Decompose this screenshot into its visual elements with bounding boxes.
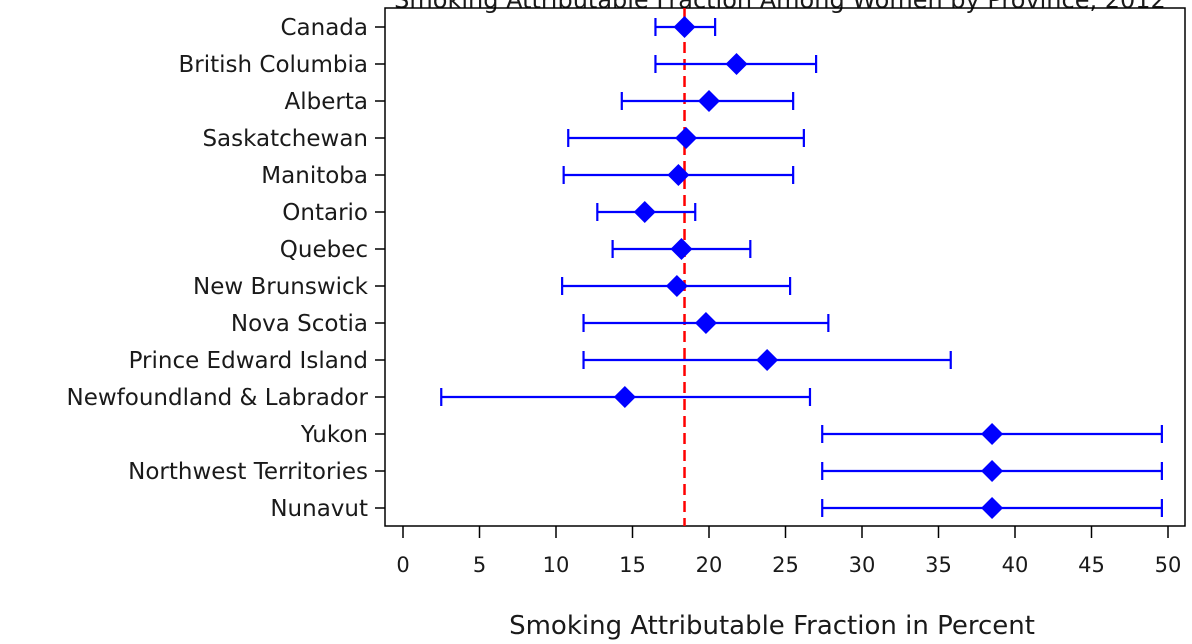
x-tick-label: 35: [925, 553, 952, 577]
estimate-marker: [698, 90, 720, 112]
y-tick-label: British Columbia: [179, 52, 369, 78]
estimate-marker: [756, 349, 779, 371]
estimate-marker: [613, 386, 636, 408]
y-tick-label: Northwest Territories: [128, 459, 368, 485]
x-tick-label: 0: [396, 553, 409, 577]
y-tick-label: Nunavut: [270, 496, 368, 522]
y-tick-label: Newfoundland & Labrador: [67, 385, 369, 411]
estimate-marker: [673, 16, 696, 38]
y-tick-label: Ontario: [282, 200, 368, 226]
x-tick-label: 40: [1002, 553, 1029, 577]
estimate-marker: [981, 497, 1004, 519]
y-tick-label: Saskatchewan: [202, 126, 368, 152]
estimate-marker: [725, 53, 748, 75]
x-tick-label: 25: [772, 553, 799, 577]
estimate-marker: [981, 460, 1004, 482]
x-tick-label: 5: [473, 553, 486, 577]
estimate-marker: [675, 127, 698, 149]
y-tick-label: New Brunswick: [193, 274, 369, 300]
x-tick-label: 10: [543, 553, 570, 577]
y-tick-label: Canada: [280, 15, 368, 41]
y-tick-label: Manitoba: [261, 163, 368, 189]
chart-title: Smoking Attributable Fraction Among Wome…: [394, 0, 1166, 14]
estimate-marker: [633, 201, 656, 223]
x-axis-title: Smoking Attributable Fraction in Percent: [509, 611, 1035, 641]
y-tick-label: Quebec: [280, 237, 368, 263]
plot-frame: [384, 7, 1186, 527]
estimate-marker: [694, 312, 717, 334]
y-tick-label: Alberta: [285, 89, 368, 115]
x-tick-label: 45: [1078, 553, 1105, 577]
estimate-marker: [670, 238, 693, 260]
estimate-marker: [665, 275, 688, 297]
x-tick-label: 30: [849, 553, 876, 577]
y-tick-label: Yukon: [300, 422, 368, 448]
estimate-marker: [981, 423, 1004, 445]
estimate-marker: [667, 164, 690, 186]
x-tick-label: 20: [696, 553, 723, 577]
x-tick-label: 50: [1155, 553, 1182, 577]
y-tick-label: Nova Scotia: [231, 311, 368, 337]
x-tick-label: 15: [619, 553, 646, 577]
y-tick-label: Prince Edward Island: [129, 348, 368, 374]
